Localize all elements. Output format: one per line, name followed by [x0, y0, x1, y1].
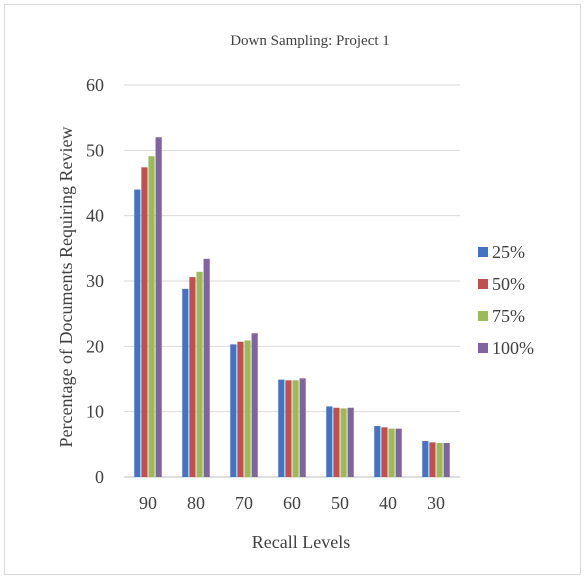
x-tick-label: 80 [187, 493, 205, 513]
bars [134, 137, 450, 478]
legend-swatch [478, 311, 488, 321]
legend-swatch [478, 343, 488, 353]
bar [230, 344, 237, 477]
y-tick-label: 60 [86, 75, 104, 95]
bar [395, 428, 402, 477]
bar [292, 380, 299, 477]
legend-swatch [478, 247, 488, 257]
x-tick-label: 90 [139, 493, 157, 513]
bar [155, 137, 162, 477]
y-tick-label: 20 [86, 336, 104, 356]
bar [278, 379, 285, 477]
y-tick-label: 0 [95, 467, 104, 487]
x-axis-label: Recall Levels [252, 532, 350, 552]
bar [381, 427, 388, 477]
bar [182, 288, 189, 477]
y-tick-label: 50 [86, 140, 104, 160]
bar [189, 277, 196, 477]
bar [429, 442, 436, 477]
bar [203, 258, 210, 477]
chart-title: Down Sampling: Project 1 [230, 33, 390, 49]
bar [326, 406, 333, 477]
legend: 25% 50% 75% 100% [478, 242, 534, 358]
bar [196, 271, 203, 477]
bar [374, 426, 381, 477]
legend-label: 25% [492, 242, 525, 262]
bar [244, 340, 251, 477]
bar [333, 407, 340, 477]
bar [148, 156, 155, 478]
bar [436, 443, 443, 477]
legend-label: 100% [492, 338, 534, 358]
bar [422, 441, 429, 477]
y-axis-label: Percentage of Documents Requiring Review [56, 127, 76, 448]
x-tick-labels: 90 80 70 60 50 40 30 [139, 493, 445, 513]
legend-swatch [478, 279, 488, 289]
gridlines [124, 84, 460, 478]
bar [134, 189, 141, 478]
bar [340, 408, 347, 477]
bar [299, 378, 306, 477]
bar [141, 167, 148, 477]
bar [285, 380, 292, 477]
bar [251, 333, 258, 477]
x-tick-label: 60 [283, 493, 301, 513]
chart-frame [4, 4, 581, 575]
bar [388, 428, 395, 477]
y-tick-labels: 0 10 20 30 40 50 60 [86, 75, 104, 487]
y-tick-label: 10 [86, 402, 104, 422]
legend-label: 75% [492, 306, 525, 326]
legend-label: 50% [492, 274, 525, 294]
y-tick-label: 40 [86, 206, 104, 226]
y-tick-label: 30 [86, 271, 104, 291]
x-tick-label: 40 [379, 493, 397, 513]
bar [237, 341, 244, 477]
x-tick-label: 50 [331, 493, 349, 513]
bar [443, 443, 450, 477]
x-tick-label: 70 [235, 493, 253, 513]
x-tick-label: 30 [427, 493, 445, 513]
bar [347, 407, 354, 477]
